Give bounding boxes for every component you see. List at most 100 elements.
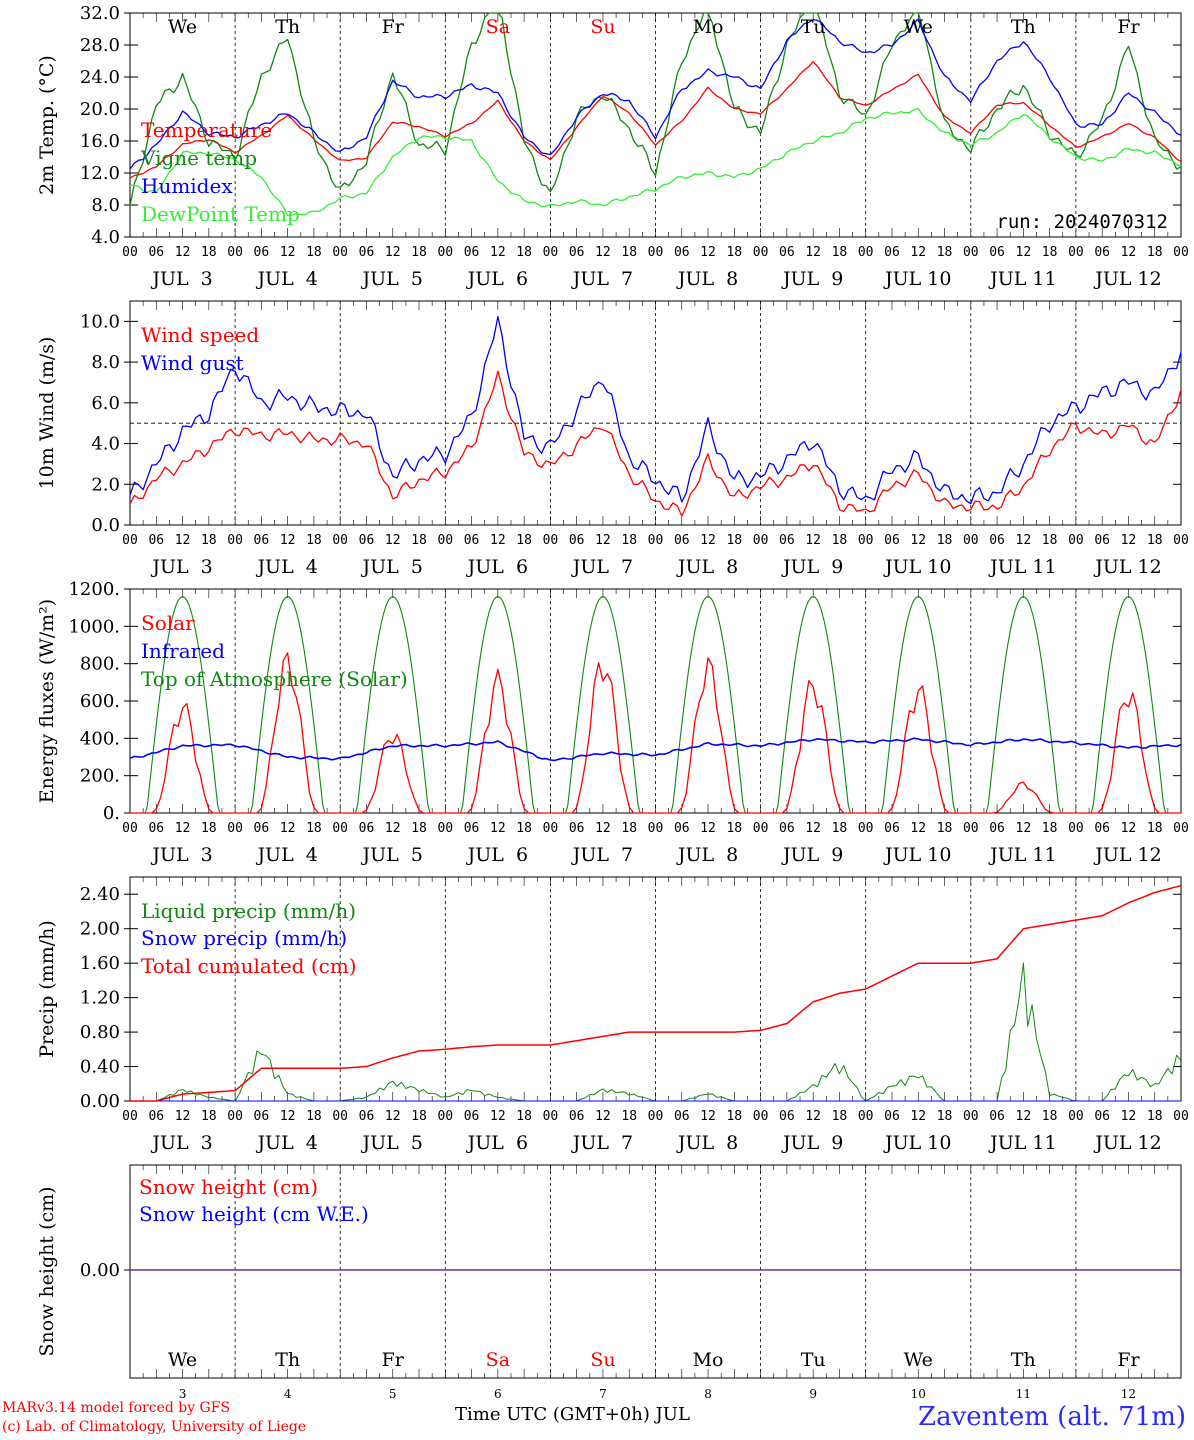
hour-tick-label: 12 — [1016, 821, 1032, 836]
hour-tick-label: 12 — [280, 821, 296, 836]
date-label: JUL 10 — [883, 556, 951, 578]
hour-tick-label: 18 — [306, 533, 322, 548]
hour-tick-label: 18 — [621, 1109, 637, 1124]
hour-tick-label: 06 — [779, 533, 795, 548]
weekday-label-bottom: Fr — [1117, 1349, 1140, 1371]
legend-dewpoint-temp: DewPoint Temp — [141, 202, 300, 226]
hour-tick-label: 12 — [700, 821, 716, 836]
hour-tick-label: 06 — [674, 1109, 690, 1124]
weekday-label-bottom: Mo — [693, 1349, 724, 1371]
legend-snow-precip-mm-h: Snow precip (mm/h) — [141, 926, 347, 950]
hour-tick-label: 12 — [1016, 533, 1032, 548]
hour-tick-label: 12 — [805, 245, 821, 260]
panel-1-y-axis: 32.0 28.0 24.0 20.0 16.0 12.0 8.0 4.0 2m Temp. (… — [36, 3, 1181, 248]
hour-tick-label: 00 — [543, 1109, 559, 1124]
hour-tick-label: 00 — [227, 1109, 243, 1124]
series-total-cumulated-cm — [130, 884, 1182, 1102]
hour-tick-label: 18 — [832, 533, 848, 548]
hour-tick-label: 06 — [569, 245, 585, 260]
hour-tick-label: 18 — [726, 245, 742, 260]
hour-tick-label: 06 — [148, 1109, 164, 1124]
hour-tick-label: 06 — [359, 245, 375, 260]
hour-tick-label: 18 — [937, 1109, 953, 1124]
day-number-label: 11 — [1016, 1387, 1031, 1401]
date-label: JUL 7 — [571, 1132, 633, 1154]
legend-solar: Solar — [141, 611, 195, 635]
hour-tick-label: 06 — [359, 1109, 375, 1124]
hour-tick-label: 06 — [464, 533, 480, 548]
weekday-label-top: Mo — [693, 16, 724, 38]
date-label: JUL 3 — [150, 556, 212, 578]
hour-tick-label: 12 — [700, 245, 716, 260]
weekday-label-bottom: Sa — [486, 1349, 510, 1371]
date-label: JUL 11 — [988, 1132, 1056, 1154]
hour-tick-label: 12 — [700, 533, 716, 548]
hour-tick-label: 12 — [595, 1109, 611, 1124]
hour-tick-label: 00 — [963, 821, 979, 836]
hour-tick-label: 06 — [884, 1109, 900, 1124]
y-tick-label: 1000. — [68, 616, 120, 637]
hour-tick-label: 06 — [1094, 245, 1110, 260]
hour-tick-label: 12 — [1016, 1109, 1032, 1124]
hour-tick-label: 18 — [1147, 533, 1163, 548]
weekday-label-top: We — [904, 16, 933, 38]
hour-tick-label: 12 — [385, 1109, 401, 1124]
hour-tick-label: 06 — [989, 821, 1005, 836]
weekday-label-bottom: Su — [590, 1349, 615, 1371]
y-tick-label: 0.0 — [91, 515, 120, 536]
legend-total-cumulated-cm: Total cumulated (cm) — [141, 954, 357, 978]
hour-tick-label: 18 — [621, 533, 637, 548]
y-tick-label: 12.0 — [80, 163, 120, 184]
hour-tick-label: 12 — [910, 533, 926, 548]
date-label: JUL 8 — [676, 268, 738, 290]
y-tick-label: 4.0 — [91, 227, 120, 248]
y-tick-label: 800. — [80, 654, 120, 675]
y-tick-label: 600. — [80, 691, 120, 712]
hour-tick-label: 18 — [726, 1109, 742, 1124]
hour-tick-label: 18 — [937, 245, 953, 260]
hour-tick-label: 06 — [674, 245, 690, 260]
hour-tick-label: 18 — [201, 533, 217, 548]
hour-tick-label: 00 — [1173, 533, 1189, 548]
hour-tick-label: 06 — [674, 821, 690, 836]
hour-tick-label: 06 — [1094, 1109, 1110, 1124]
hour-tick-label: 06 — [989, 245, 1005, 260]
hour-tick-label: 00 — [332, 821, 348, 836]
y-tick-label: 0.00 — [80, 1091, 120, 1112]
hour-tick-label: 18 — [516, 1109, 532, 1124]
hour-tick-label: 06 — [254, 245, 270, 260]
hour-tick-label: 12 — [700, 1109, 716, 1124]
hour-tick-label: 18 — [1042, 1109, 1058, 1124]
hour-tick-label: 18 — [621, 245, 637, 260]
hour-tick-label: 12 — [385, 245, 401, 260]
date-label: JUL 8 — [676, 556, 738, 578]
hour-tick-label: 18 — [1147, 821, 1163, 836]
hour-tick-label: 18 — [306, 821, 322, 836]
hour-tick-label: 06 — [254, 1109, 270, 1124]
date-label: JUL 9 — [781, 556, 843, 578]
hour-tick-label: 12 — [175, 245, 191, 260]
hour-tick-label: 12 — [490, 533, 506, 548]
hour-tick-label: 18 — [1147, 245, 1163, 260]
panel-1-frame: 00 06 12 18 JUL 3 00 06 12 18 JUL 4 00 06 12 18 JUL 5 0… — [122, 12, 1189, 290]
hour-tick-label: 12 — [595, 533, 611, 548]
hour-tick-label: 06 — [779, 1109, 795, 1124]
hour-tick-label: 06 — [989, 533, 1005, 548]
hour-tick-label: 18 — [306, 1109, 322, 1124]
hour-tick-label: 00 — [1068, 821, 1084, 836]
hour-tick-label: 00 — [753, 821, 769, 836]
y-axis-label: Precip (mm/h) — [36, 920, 58, 1058]
weekday-label-bottom: Th — [1011, 1349, 1036, 1371]
hour-tick-label: 18 — [937, 821, 953, 836]
hour-tick-label: 12 — [805, 1109, 821, 1124]
y-tick-label: 2.0 — [91, 474, 120, 495]
hour-tick-label: 06 — [1094, 533, 1110, 548]
hour-tick-label: 12 — [1121, 1109, 1137, 1124]
hour-tick-label: 00 — [122, 533, 138, 548]
date-label: JUL 7 — [571, 268, 633, 290]
hour-tick-label: 06 — [464, 821, 480, 836]
date-label: JUL 5 — [361, 268, 423, 290]
series-wind-gust — [129, 315, 1182, 505]
hour-tick-label: 12 — [1121, 245, 1137, 260]
hour-tick-label: 00 — [227, 533, 243, 548]
